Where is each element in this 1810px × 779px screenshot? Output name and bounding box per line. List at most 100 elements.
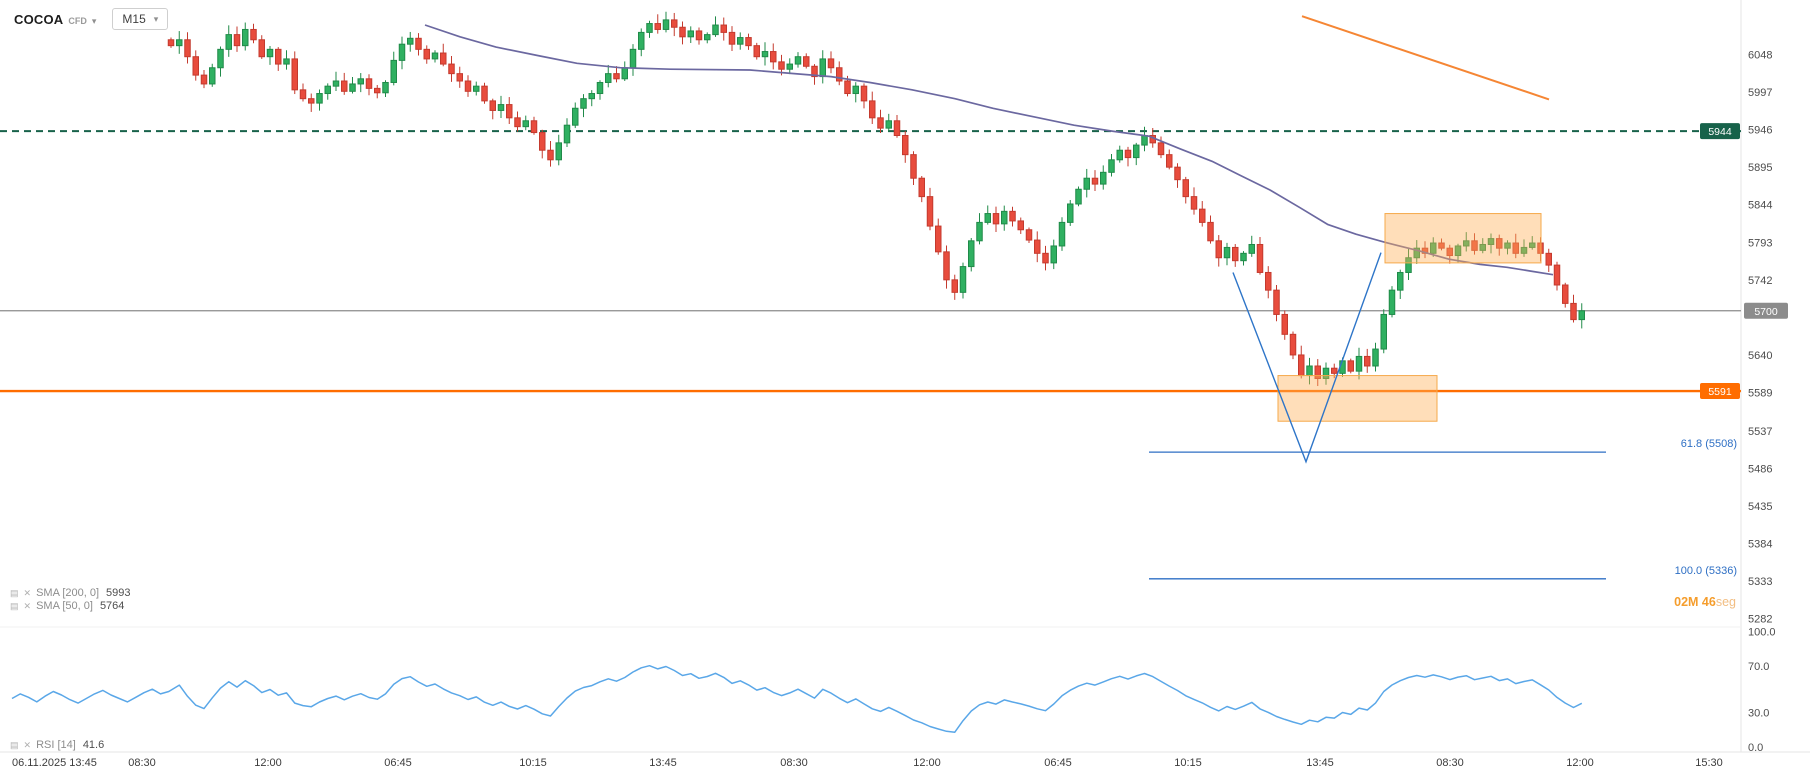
orange-trendline[interactable] — [1301, 15, 1550, 101]
rsi-tick-label: 30.0 — [1748, 707, 1769, 719]
candle-body — [283, 58, 290, 65]
candle-body — [1388, 289, 1396, 315]
price-tick-label: 6048 — [1748, 49, 1772, 61]
candle-body — [530, 120, 538, 134]
candle-body — [332, 80, 340, 87]
price-levels-layer[interactable] — [0, 130, 1741, 393]
candle-body — [365, 78, 373, 89]
candle-body — [1182, 179, 1189, 198]
price-tick-label: 5537 — [1748, 426, 1772, 438]
candle-body — [1289, 333, 1297, 356]
candle-body — [1364, 355, 1371, 367]
candle-body — [1042, 252, 1049, 264]
indicator-value: 5993 — [106, 587, 131, 599]
sma200-line[interactable] — [424, 24, 1554, 276]
candle-body — [572, 107, 579, 126]
candle-body — [448, 63, 455, 75]
candle-body — [192, 56, 199, 76]
candle-body — [1553, 264, 1561, 286]
chart-toolbar: COCOA CFD ▾ M15 ▾ — [14, 8, 169, 30]
candle-body — [1314, 365, 1321, 380]
candle-body — [1009, 210, 1016, 222]
candle-body — [1190, 196, 1198, 210]
price-tick-label: 5742 — [1748, 275, 1772, 287]
candle-body — [976, 221, 983, 242]
chevron-down-icon: ▾ — [91, 15, 97, 26]
indicator-settings-icon[interactable]: ▤ — [10, 587, 19, 598]
indicator-legend-rsi: ▤ ✕ RSI [14] 41.6 — [10, 739, 104, 751]
candle-body — [1083, 177, 1090, 190]
candle-body — [910, 154, 917, 179]
candle-body — [407, 37, 414, 45]
candle-body — [1034, 239, 1041, 254]
candle-body — [489, 100, 496, 111]
indicator-remove-icon[interactable]: ✕ — [23, 600, 32, 611]
candle-body — [1091, 177, 1099, 185]
timeframe-selector[interactable]: M15 ▾ — [112, 8, 169, 30]
candle-body — [646, 23, 653, 33]
candle-body — [1100, 171, 1107, 185]
indicator-remove-icon[interactable]: ✕ — [23, 587, 32, 598]
candle-body — [1578, 310, 1585, 321]
candle-body — [1529, 242, 1536, 248]
candle-body — [819, 58, 826, 78]
candle-body — [770, 51, 777, 63]
candle-body — [341, 80, 348, 92]
candle-body — [943, 251, 950, 281]
candle-body — [695, 30, 703, 41]
candle-body — [1430, 242, 1437, 254]
time-tick-label: 12:00 — [1566, 757, 1594, 769]
candle-body — [803, 56, 810, 67]
time-tick-label: 06:45 — [1044, 757, 1072, 769]
symbol-selector[interactable]: COCOA CFD ▾ — [14, 12, 96, 27]
rsi-tick-label: 70.0 — [1748, 661, 1769, 673]
candle-body — [225, 34, 232, 50]
indicator-remove-icon[interactable]: ✕ — [23, 739, 32, 750]
candle-body — [1562, 284, 1569, 304]
instrument-type-label: CFD — [68, 15, 87, 26]
candle-body — [1215, 240, 1222, 259]
candle-countdown-timer: 02M 46seg — [1674, 595, 1736, 609]
time-tick-label: 08:30 — [780, 757, 808, 769]
candle-body — [563, 124, 571, 144]
indicator-legend-sma200: ▤ ✕ SMA [200, 0] 5993 — [10, 587, 131, 599]
candle-body — [1133, 144, 1140, 159]
candle-body — [992, 213, 1000, 225]
candle-body — [852, 85, 859, 95]
price-tick-label: 5282 — [1748, 614, 1772, 626]
candle-body — [860, 85, 868, 102]
candle-body — [1405, 257, 1412, 273]
candle-body — [704, 34, 711, 41]
candle-body — [440, 52, 447, 65]
candle-body — [275, 48, 282, 65]
indicator-settings-icon[interactable]: ▤ — [10, 600, 19, 611]
price-badge-5591 — [1700, 383, 1740, 400]
indicator-label: SMA [50, 0] — [36, 600, 93, 612]
time-tick-label: 10:15 — [1174, 757, 1202, 769]
candle-body — [1372, 348, 1379, 367]
price-tick-label: 5997 — [1748, 87, 1772, 99]
candle-body — [200, 74, 208, 85]
highlight-zone-1[interactable] — [1384, 213, 1542, 264]
candle-body — [473, 85, 480, 92]
highlight-zone-2[interactable] — [1277, 375, 1438, 422]
candle-body — [728, 31, 736, 45]
candle-body — [1397, 271, 1404, 291]
blue-v-pattern[interactable] — [1232, 252, 1382, 464]
indicator-settings-icon[interactable]: ▤ — [10, 739, 19, 750]
candle-body — [613, 73, 620, 80]
candle-body — [357, 78, 364, 85]
candle-body — [1496, 238, 1503, 249]
candle-body — [555, 142, 562, 161]
candle-body — [902, 134, 909, 156]
candle-body — [308, 98, 315, 104]
price-tick-label: 5946 — [1748, 125, 1772, 137]
candle-body — [176, 39, 183, 47]
candle-body — [382, 81, 389, 94]
fib-label: 100.0 (5336) — [1675, 565, 1737, 577]
candle-body — [1331, 367, 1338, 374]
candle-body — [844, 80, 851, 95]
candle-body — [374, 87, 381, 94]
